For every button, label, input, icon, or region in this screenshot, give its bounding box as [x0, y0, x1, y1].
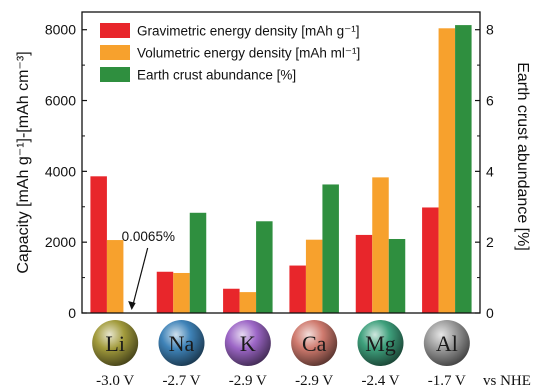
bar-al-series-1: [422, 207, 439, 313]
legend-label-3: Earth crust abundance [%]: [137, 68, 296, 83]
element-symbol-k: K: [240, 331, 256, 356]
annotation: 0.0065%: [122, 229, 175, 310]
bar-li-series-2: [106, 240, 124, 313]
legend-label-1: Gravimetric energy density [mAh g⁻¹]: [137, 24, 359, 39]
element-symbol-al: Al: [436, 331, 458, 356]
category-markers: Li -3.0 V Na -2.7 V K -2.9 V Ca -2.9 V Mg -2.4 V A…: [92, 320, 470, 389]
bar-ca-series-2: [305, 239, 323, 313]
potential-label-ca: -2.9 V: [295, 373, 333, 389]
legend-swatch-2: [100, 45, 130, 60]
element-symbol-na: Na: [169, 331, 195, 356]
left-tick-label: 2000: [45, 234, 76, 250]
left-tick-label: 6000: [45, 93, 76, 109]
element-sphere-k: [224, 320, 271, 366]
potential-reference-label: vs NHE: [483, 373, 531, 389]
legend: Gravimetric energy density [mAh g⁻¹] Volu…: [100, 23, 360, 83]
bar-ca-series-3: [322, 184, 339, 313]
bar-k-series-1: [223, 288, 240, 313]
bar-mg-series-2: [372, 177, 389, 313]
potential-label-al: -1.7 V: [428, 373, 466, 389]
right-tick-label: 4: [486, 163, 494, 179]
legend-swatch-3: [100, 67, 130, 82]
potential-label-mg: -2.4 V: [361, 373, 399, 389]
element-symbol-li: Li: [105, 331, 125, 356]
bars-layer: [90, 25, 472, 313]
left-tick-label: 4000: [45, 163, 76, 179]
element-sphere-al: [423, 320, 470, 366]
right-tick-label: 6: [486, 93, 494, 109]
bar-mg-series-1: [355, 234, 373, 313]
bar-k-series-3: [256, 221, 273, 313]
potential-label-k: -2.9 V: [229, 373, 267, 389]
bar-na-series-2: [173, 272, 190, 313]
bar-mg-series-3: [388, 238, 406, 313]
right-tick-label: 8: [486, 22, 494, 38]
element-sphere-li: [92, 320, 139, 366]
element-sphere-na: [158, 320, 205, 366]
right-tick-label: 0: [486, 305, 494, 321]
left-axis-label: Capacity [mAh g⁻¹]-[mAh cm⁻³]: [15, 51, 32, 273]
element-sphere-ca: [291, 320, 338, 366]
plot-frame: [81, 11, 481, 314]
element-symbol-mg: Mg: [365, 331, 396, 356]
bar-na-series-3: [189, 212, 207, 313]
potential-label-na: -2.7 V: [162, 373, 200, 389]
bar-na-series-1: [156, 271, 174, 313]
right-tick-label: 2: [486, 234, 494, 250]
bar-al-series-3: [455, 25, 472, 313]
bar-li-series-1: [90, 176, 107, 313]
annotation-arrow: [132, 247, 149, 307]
left-tick-label: 0: [68, 305, 76, 321]
annotation-arrowhead: [128, 301, 136, 310]
element-symbol-ca: Ca: [302, 331, 327, 356]
legend-swatch-1: [100, 23, 130, 38]
left-tick-label: 8000: [45, 22, 76, 38]
right-axis-label: Earth crust abundance [%]: [514, 62, 531, 251]
bar-k-series-2: [239, 292, 257, 313]
bar-ca-series-1: [289, 265, 306, 313]
ticks-layer: 0 2000 4000 6000 8000 0 2 4 6 8: [45, 22, 494, 321]
element-sphere-mg: [357, 320, 404, 366]
potential-label-li: -3.0 V: [96, 373, 134, 389]
bar-al-series-2: [438, 28, 456, 313]
legend-label-2: Volumetric energy density [mAh ml⁻¹]: [137, 46, 360, 61]
annotation-label: 0.0065%: [122, 229, 175, 244]
